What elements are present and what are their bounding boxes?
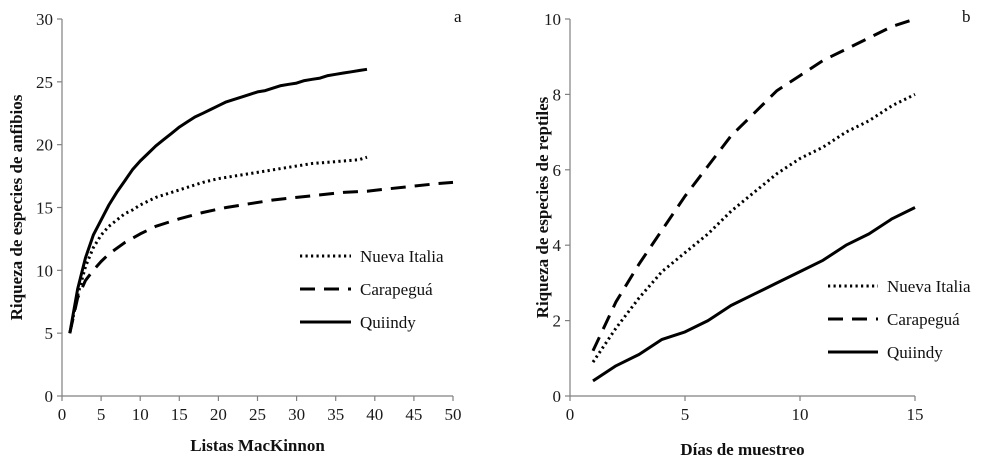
panel-label: a — [454, 7, 462, 26]
legend-label: Quiindy — [360, 313, 416, 332]
legend-label: Carapeguá — [887, 310, 960, 329]
y-tick-label: 20 — [36, 136, 53, 155]
x-tick-label: 35 — [327, 405, 344, 424]
x-tick-label: 25 — [249, 405, 266, 424]
x-tick-label: 15 — [171, 405, 188, 424]
legend-label: Nueva Italia — [887, 277, 971, 296]
x-tick-label: 10 — [792, 405, 809, 424]
x-tick-label: 10 — [132, 405, 149, 424]
y-axis-title: Riqueza de especies de reptiles — [533, 96, 552, 318]
y-tick-label: 6 — [553, 161, 562, 180]
x-tick-label: 0 — [566, 405, 575, 424]
y-tick-label: 4 — [553, 236, 562, 255]
y-tick-label: 30 — [36, 10, 53, 29]
y-tick-label: 25 — [36, 73, 53, 92]
x-tick-label: 50 — [445, 405, 462, 424]
y-tick-label: 15 — [36, 199, 53, 218]
series-line-dashed — [591, 17, 916, 352]
y-tick-label: 2 — [553, 312, 562, 331]
y-tick-label: 10 — [36, 261, 53, 280]
y-tick-label: 5 — [45, 324, 54, 343]
series-line-dotted — [591, 93, 916, 363]
series-line-solid — [592, 206, 916, 383]
x-tick-label: 30 — [288, 405, 305, 424]
x-tick-label: 40 — [366, 405, 383, 424]
x-tick-label: 0 — [58, 405, 67, 424]
x-axis-title: Días de muestreo — [680, 440, 804, 459]
y-tick-label: 10 — [544, 10, 561, 29]
series-line-dashed — [68, 180, 454, 334]
panel-label: b — [962, 7, 971, 26]
legend-label: Nueva Italia — [360, 247, 444, 266]
x-axis-title: Listas MacKinnon — [190, 436, 325, 455]
x-tick-label: 20 — [210, 405, 227, 424]
series-line-dotted — [68, 155, 368, 334]
y-axis-title: Riqueza de especies de anfibios — [7, 94, 26, 320]
y-tick-label: 0 — [553, 387, 562, 406]
x-tick-label: 15 — [907, 405, 924, 424]
y-tick-label: 0 — [45, 387, 54, 406]
x-tick-label: 5 — [97, 405, 106, 424]
x-tick-label: 45 — [405, 405, 422, 424]
y-tick-label: 8 — [553, 85, 562, 104]
legend-label: Quiindy — [887, 343, 943, 362]
series-line-solid — [68, 67, 368, 334]
legend-label: Carapeguá — [360, 280, 433, 299]
x-tick-label: 5 — [681, 405, 690, 424]
